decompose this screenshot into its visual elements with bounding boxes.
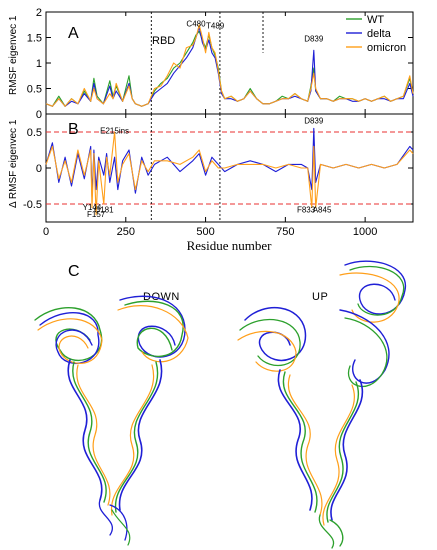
- panel-a-letter: A: [68, 25, 79, 42]
- down-helix-left-wt: [72, 361, 107, 503]
- panel-a: A RMSF eigenvec 1 0 0.5 1 1.5 2 C480 T489 D839…: [8, 7, 414, 121]
- panel-b-x-ticks: 0 250 500 750 1000: [43, 114, 377, 238]
- down-helix-right-delta: [118, 359, 163, 511]
- a-ytick-label: 1: [36, 58, 42, 70]
- legend-label-delta: delta: [367, 28, 392, 40]
- b-xtick-label: 1000: [353, 226, 377, 238]
- b-annotation: A845: [313, 206, 332, 215]
- panel-a-ylabel: RMSF eigenvec 1: [8, 15, 19, 95]
- structure-up: [237, 260, 406, 549]
- up-helix-right-wt: [326, 381, 359, 523]
- up-domain-right-wt: [344, 317, 388, 387]
- panel-a-x-ticks: [45, 12, 366, 114]
- up-helix-left-wt: [282, 371, 318, 513]
- up-helix-left-omicron: [287, 374, 323, 516]
- panel-b: B Δ RMSF eigenvec 1 -0.5 0 0.5 0 250 500 750 1…: [8, 113, 414, 253]
- legend-label-wt: WT: [367, 14, 384, 26]
- down-domain-left-wt: [34, 306, 103, 361]
- up-helix-left-delta: [277, 369, 313, 511]
- label-up: UP: [312, 291, 328, 303]
- a-ytick-label: 2: [36, 7, 42, 19]
- b-xtick-label: 750: [276, 226, 294, 238]
- a-ytick-label: 0.5: [27, 84, 42, 96]
- down-helix-left-delta: [67, 359, 103, 501]
- up-domain-left-wt: [239, 318, 301, 366]
- label-down: DOWN: [143, 291, 180, 303]
- down-domain-left-omicron: [37, 318, 103, 364]
- rbd-label: RBD: [152, 35, 175, 47]
- a-annotation: T489: [206, 21, 225, 30]
- up-helix-right-delta: [330, 379, 364, 521]
- legend: WT delta omicron: [346, 14, 406, 54]
- b-series-omicron: [45, 131, 414, 216]
- b-annotation: F157: [87, 210, 106, 219]
- down-domain-right-wt: [124, 300, 184, 358]
- b-annotation: D839: [304, 116, 324, 125]
- a-ytick-label: 1.5: [27, 33, 42, 45]
- up-domain-left-delta: [244, 306, 307, 361]
- a-series-omicron: [45, 24, 414, 107]
- panel-a-annotations: C480 T489 D839: [186, 19, 323, 43]
- down-domain-right-delta: [119, 295, 186, 358]
- up-rbd-delta: [344, 260, 406, 315]
- b-ytick-label: 0.5: [27, 127, 42, 139]
- up-helix-right-omicron: [322, 384, 355, 526]
- x-axis-title: Residue number: [187, 238, 273, 253]
- panel-b-letter: B: [68, 121, 79, 138]
- b-ytick-label: 0: [36, 163, 42, 175]
- structure-down: [34, 295, 189, 546]
- panel-b-ylabel: Δ RMSF eigenvec 1: [8, 119, 19, 208]
- down-domain-right-omicron: [117, 305, 189, 363]
- panel-b-reference-lines: [46, 131, 413, 205]
- b-annotation: F833: [297, 206, 316, 215]
- b-annotation: G181: [94, 206, 114, 215]
- panel-b-y-ticks: -0.5 0 0.5: [23, 127, 413, 211]
- down-tail-wt: [111, 509, 131, 546]
- down-helix-right-wt: [114, 361, 159, 513]
- b-annotation: E215ins: [100, 126, 129, 135]
- panel-c-letter: C: [68, 263, 80, 280]
- b-ytick-label: -0.5: [23, 199, 42, 211]
- up-rbd-wt: [349, 265, 405, 316]
- down-helix-left-omicron: [76, 364, 111, 506]
- a-annotation: C480: [186, 19, 206, 28]
- up-domain-left-omicron: [237, 330, 297, 372]
- legend-label-omicron: omicron: [367, 42, 406, 54]
- b-annotation: Y144: [83, 203, 102, 212]
- a-annotation: D839: [304, 35, 324, 44]
- down-helix-right-omicron: [111, 364, 155, 516]
- panel-b-series: [45, 127, 414, 216]
- panel-c: C DOWN UP: [34, 260, 406, 549]
- down-tail: [98, 499, 128, 541]
- up-rbd-omicron: [339, 272, 400, 323]
- up-tail: [318, 514, 344, 549]
- up-domain-right-delta: [339, 309, 390, 384]
- b-xtick-label: 500: [196, 226, 214, 238]
- b-xtick-label: 250: [117, 226, 135, 238]
- down-domain-left-delta: [39, 311, 100, 364]
- a-ytick-label: 0: [36, 109, 42, 121]
- panel-a-series: [45, 24, 414, 107]
- b-xtick-label: 0: [43, 226, 49, 238]
